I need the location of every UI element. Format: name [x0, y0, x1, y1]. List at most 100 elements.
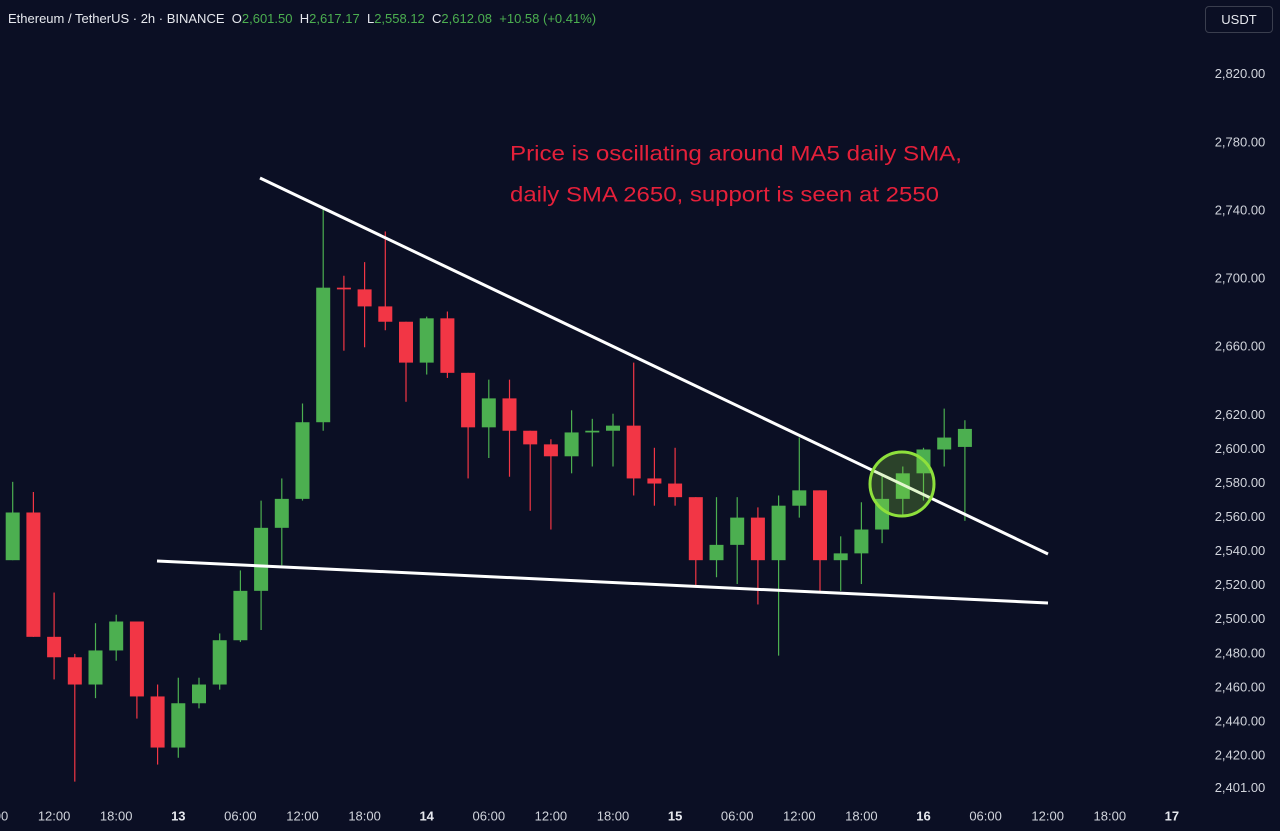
- price-change: +10.58 (+0.41%): [499, 11, 597, 26]
- ohlc-label: C: [432, 11, 442, 26]
- x-tick-label: 13: [171, 808, 185, 823]
- ohlc-label: L: [366, 11, 375, 26]
- y-tick-label: 2,700.00: [1215, 271, 1266, 286]
- candle-body: [813, 490, 827, 561]
- x-tick-label: 18:00: [348, 808, 381, 823]
- x-tick-label: 06:00: [721, 808, 754, 823]
- x-tick-label: 18:00: [845, 808, 878, 823]
- annotation: daily SMA 2650, support is seen at 2550: [510, 184, 939, 207]
- y-tick-label: 2,780.00: [1215, 134, 1266, 149]
- candle-body: [957, 428, 972, 447]
- symbol: Ethereum / TetherUS · 2h · BINANCE: [8, 11, 225, 26]
- candle-body: [192, 684, 206, 704]
- candle-body: [564, 432, 579, 457]
- x-tick-label: 06:00: [0, 808, 8, 823]
- y-tick-label: 2,820.00: [1215, 66, 1266, 81]
- candle-body: [543, 444, 558, 457]
- candle-body: [378, 306, 393, 322]
- candle-body: [47, 636, 62, 658]
- candle-body: [668, 483, 683, 498]
- x-tick-label: 12:00: [535, 808, 568, 823]
- candle-body: [481, 398, 496, 428]
- x-tick-label: 18:00: [100, 808, 133, 823]
- candle-body: [647, 478, 662, 484]
- ohlc-value: 2,558.12: [374, 11, 425, 26]
- x-tick-label: 06:00: [224, 808, 257, 823]
- candle-body: [254, 527, 269, 591]
- y-tick-label: 2,480.00: [1215, 645, 1266, 660]
- highlight-circle: [868, 450, 936, 518]
- x-tick-label: 18:00: [597, 808, 630, 823]
- ohlc-value: 2,612.08: [441, 11, 493, 26]
- candle-body: [502, 398, 517, 431]
- x-tick-label: 18:00: [1094, 808, 1127, 823]
- x-tick-label: 12:00: [783, 808, 816, 823]
- y-tick-label: 2,500.00: [1215, 611, 1266, 626]
- candle-body: [88, 650, 103, 685]
- y-tick-label: 2,620.00: [1215, 407, 1266, 422]
- candle-body: [440, 318, 455, 373]
- candle-body: [709, 544, 724, 561]
- trend-line: [259, 176, 1049, 556]
- candle-body: [419, 318, 434, 363]
- x-tick-label: 06:00: [969, 808, 1002, 823]
- y-tick-label: 2,420.00: [1215, 747, 1266, 762]
- x-tick-label: 12:00: [38, 808, 71, 823]
- candle-body: [274, 498, 289, 528]
- candle-body: [730, 517, 745, 545]
- candle-body: [316, 287, 331, 423]
- candle-body: [771, 505, 786, 561]
- candle-body: [295, 422, 310, 499]
- candle-body: [750, 517, 765, 561]
- x-tick-label: 14: [419, 808, 434, 823]
- x-tick-label: 12:00: [286, 808, 319, 823]
- plot: [5, 209, 972, 782]
- trend-line: [156, 559, 1049, 605]
- candle-body: [523, 430, 538, 445]
- ohlc-value: 2,617.17: [309, 11, 360, 26]
- symbol-header: Ethereum / TetherUS · 2h · BINANCE O 2,60…: [8, 11, 596, 26]
- ohlc-label: H: [299, 11, 310, 26]
- y-tick-label: 2,440.00: [1215, 713, 1266, 728]
- x-tick-label: 06:00: [473, 808, 506, 823]
- candle-body: [606, 425, 620, 431]
- candle-body: [5, 512, 20, 561]
- x-tick-label: 12:00: [1031, 808, 1064, 823]
- candle-body: [129, 621, 144, 697]
- candle-body: [336, 287, 351, 290]
- candle-body: [688, 497, 703, 561]
- ohlc-value: 2,601.50: [241, 11, 293, 26]
- y-tick-label: 2,660.00: [1215, 339, 1266, 354]
- candle-body: [212, 640, 227, 685]
- candle-body: [937, 437, 952, 450]
- candle-body: [109, 621, 124, 651]
- candle-body: [833, 553, 848, 561]
- y-tick-label: 2,460.00: [1215, 679, 1266, 694]
- candle-body: [854, 529, 869, 554]
- ohlc-label: O: [231, 11, 242, 26]
- candle-body: [357, 289, 372, 307]
- x-tick-label: 17: [1165, 808, 1179, 823]
- y-tick-label: 2,600.00: [1215, 441, 1266, 456]
- annotation: Price is oscillating around MA5 daily SM…: [510, 143, 962, 166]
- candle-body: [626, 425, 641, 479]
- candle-body: [150, 696, 165, 748]
- x-tick-label: 16: [916, 808, 930, 823]
- y-tick-label: 2,560.00: [1215, 509, 1266, 524]
- y-tick-label: 2,540.00: [1215, 543, 1266, 558]
- candle-body: [461, 372, 476, 428]
- y-tick-label: 2,401.00: [1215, 780, 1266, 795]
- candle-body: [233, 590, 248, 641]
- y-tick-label: 2,740.00: [1215, 202, 1266, 217]
- candle-body: [67, 657, 82, 685]
- x-tick-label: 15: [668, 808, 682, 823]
- candle-body: [792, 490, 807, 506]
- candle-body: [26, 512, 41, 637]
- y-tick-label: 2,520.00: [1215, 577, 1266, 592]
- candle-body: [585, 430, 600, 433]
- y-tick-label: 2,580.00: [1215, 475, 1266, 490]
- candle-body: [171, 703, 186, 748]
- currency-button[interactable]: USDT: [1205, 6, 1273, 33]
- candle-body: [399, 321, 413, 363]
